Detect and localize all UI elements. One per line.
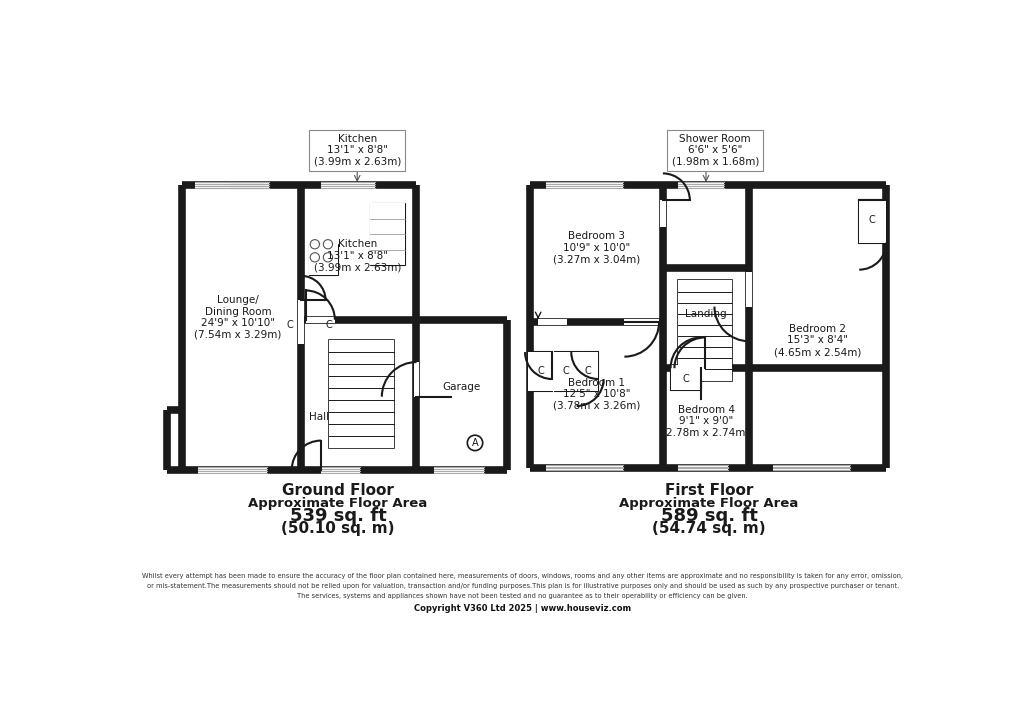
- Text: C: C: [682, 374, 689, 384]
- Text: Approximate Floor Area: Approximate Floor Area: [248, 498, 427, 510]
- Bar: [530, 352, 551, 390]
- Text: C: C: [286, 320, 293, 330]
- Bar: [413, 362, 419, 397]
- Text: (54.74 sq. m): (54.74 sq. m): [651, 521, 765, 536]
- Bar: [306, 317, 334, 323]
- Bar: [551, 352, 557, 390]
- Bar: [746, 272, 751, 307]
- Bar: [678, 280, 732, 381]
- Text: 539 sq. ft: 539 sq. ft: [289, 507, 386, 525]
- Bar: [321, 467, 350, 473]
- Bar: [321, 182, 375, 188]
- Bar: [678, 182, 723, 188]
- Bar: [167, 410, 183, 470]
- Text: C: C: [868, 215, 875, 225]
- Text: Ground Floor: Ground Floor: [281, 483, 393, 498]
- Bar: [669, 368, 701, 390]
- Bar: [662, 268, 748, 368]
- Text: Bedroom 1
12'5" x 10'8"
(3.78m x 3.26m): Bedroom 1 12'5" x 10'8" (3.78m x 3.26m): [552, 378, 640, 411]
- Bar: [298, 320, 304, 344]
- Bar: [196, 182, 268, 188]
- Bar: [659, 200, 665, 228]
- Text: Landing: Landing: [685, 309, 727, 318]
- Text: Bedroom 2
15'3" x 8'4"
(4.65m x 2.54m): Bedroom 2 15'3" x 8'4" (4.65m x 2.54m): [773, 324, 860, 357]
- Text: C: C: [325, 320, 332, 330]
- Bar: [230, 182, 268, 188]
- Bar: [662, 185, 748, 268]
- Bar: [434, 467, 484, 472]
- Bar: [576, 352, 597, 390]
- Bar: [858, 200, 886, 243]
- Bar: [538, 319, 567, 325]
- Text: C: C: [584, 366, 590, 377]
- Bar: [527, 352, 533, 390]
- Bar: [309, 244, 337, 275]
- Bar: [669, 365, 701, 371]
- Bar: [370, 204, 405, 265]
- Text: Kitchen
13'1" x 8'8"
(3.99m x 2.63m): Kitchen 13'1" x 8'8" (3.99m x 2.63m): [313, 239, 400, 272]
- Text: Garage: Garage: [442, 382, 481, 392]
- Text: The services, systems and appliances shown have not been tested and no guarantee: The services, systems and appliances sho…: [298, 593, 747, 599]
- Text: (50.10 sq. m): (50.10 sq. m): [281, 521, 394, 536]
- Bar: [624, 319, 658, 325]
- Bar: [530, 185, 662, 322]
- Text: C: C: [537, 366, 544, 377]
- Text: C: C: [561, 366, 569, 377]
- Bar: [416, 320, 506, 470]
- Bar: [198, 467, 267, 472]
- Text: First Floor: First Floor: [664, 483, 753, 498]
- Bar: [772, 465, 849, 470]
- Text: Shower Room
6'6" x 5'6"
(1.98m x 1.68m): Shower Room 6'6" x 5'6" (1.98m x 1.68m): [671, 134, 758, 167]
- Bar: [321, 467, 359, 472]
- Bar: [545, 182, 623, 188]
- Bar: [328, 341, 393, 449]
- Bar: [574, 352, 579, 390]
- Text: Lounge/
Dining Room
24'9" x 10'10"
(7.54m x 3.29m): Lounge/ Dining Room 24'9" x 10'10" (7.54…: [194, 295, 281, 340]
- Bar: [554, 352, 576, 390]
- Bar: [669, 368, 701, 390]
- Bar: [748, 185, 886, 467]
- Bar: [370, 204, 405, 265]
- Text: 589 sq. ft: 589 sq. ft: [660, 507, 757, 525]
- Text: or mis-statement.The measurements should not be relied upon for valuation, trans: or mis-statement.The measurements should…: [147, 583, 898, 589]
- Bar: [328, 341, 393, 449]
- Bar: [530, 352, 551, 390]
- Bar: [674, 365, 704, 371]
- Bar: [309, 244, 337, 275]
- Bar: [530, 322, 662, 467]
- Bar: [182, 185, 416, 470]
- Bar: [576, 352, 597, 390]
- Text: Bedroom 3
10'9" x 10'0"
(3.27m x 3.04m): Bedroom 3 10'9" x 10'0" (3.27m x 3.04m): [552, 232, 640, 265]
- Text: Kitchen
13'1" x 8'8"
(3.99m x 2.63m): Kitchen 13'1" x 8'8" (3.99m x 2.63m): [313, 134, 400, 167]
- Text: Approximate Floor Area: Approximate Floor Area: [619, 498, 798, 510]
- Text: Hall: Hall: [309, 413, 328, 423]
- Text: Copyright V360 Ltd 2025 | www.houseviz.com: Copyright V360 Ltd 2025 | www.houseviz.c…: [414, 604, 631, 613]
- Bar: [662, 368, 748, 467]
- Bar: [678, 465, 728, 470]
- Bar: [198, 182, 263, 188]
- Bar: [678, 280, 732, 381]
- Bar: [554, 352, 576, 390]
- Bar: [858, 200, 886, 243]
- Text: Whilst every attempt has been made to ensure the accuracy of the floor plan cont: Whilst every attempt has been made to en…: [142, 573, 903, 579]
- Bar: [545, 465, 623, 470]
- Bar: [298, 300, 304, 325]
- Text: Bedroom 4
9'1" x 9'0"
(2.78m x 2.74m): Bedroom 4 9'1" x 9'0" (2.78m x 2.74m): [661, 405, 749, 438]
- Text: A: A: [471, 438, 478, 448]
